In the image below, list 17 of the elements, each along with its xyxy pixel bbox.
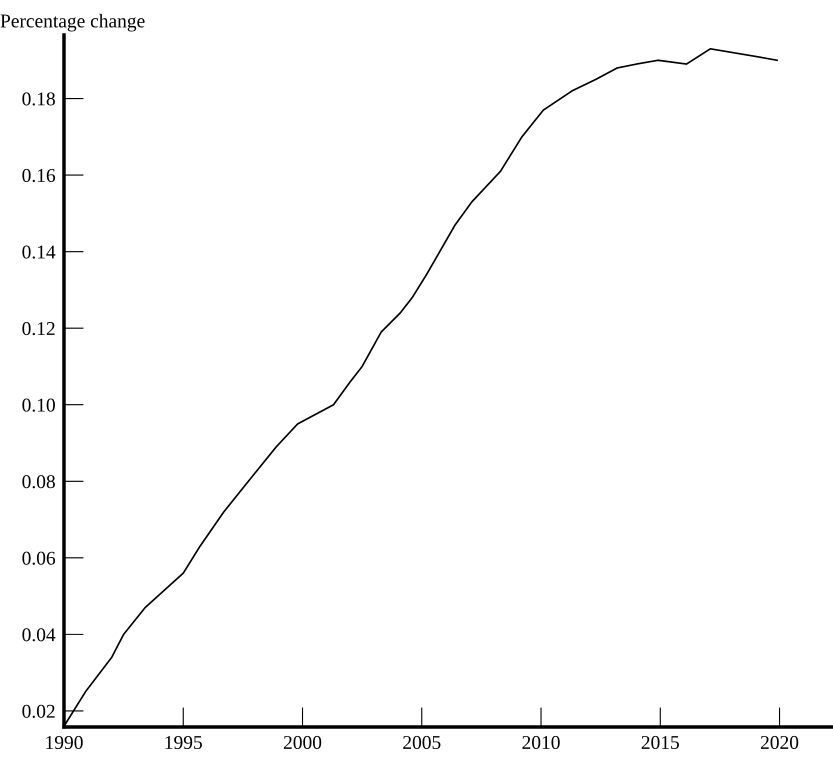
- x-tick-label: 1990: [46, 736, 83, 750]
- x-tick-label: 2005: [403, 736, 440, 750]
- x-tick-label: 2010: [522, 736, 560, 750]
- y-tick-label: 0.02: [22, 704, 55, 718]
- y-tick-label: 0.14: [22, 245, 56, 259]
- x-tick-label: 2000: [284, 736, 322, 750]
- y-tick-label: 0.08: [22, 475, 55, 488]
- y-tick-label: 0.10: [22, 398, 55, 412]
- x-tick-label: 2020: [760, 736, 798, 750]
- y-tick-label: 0.18: [22, 92, 55, 106]
- y-axis-title: Percentage change: [0, 14, 145, 32]
- x-tick-label: 1995: [166, 736, 202, 750]
- y-tick-label: 0.12: [22, 322, 55, 336]
- y-tick-label: 0.06: [22, 552, 56, 565]
- y-tick-label: 0.16: [22, 168, 56, 182]
- y-tick-label: 0.04: [22, 628, 56, 642]
- x-tick-label: 2015: [642, 736, 679, 750]
